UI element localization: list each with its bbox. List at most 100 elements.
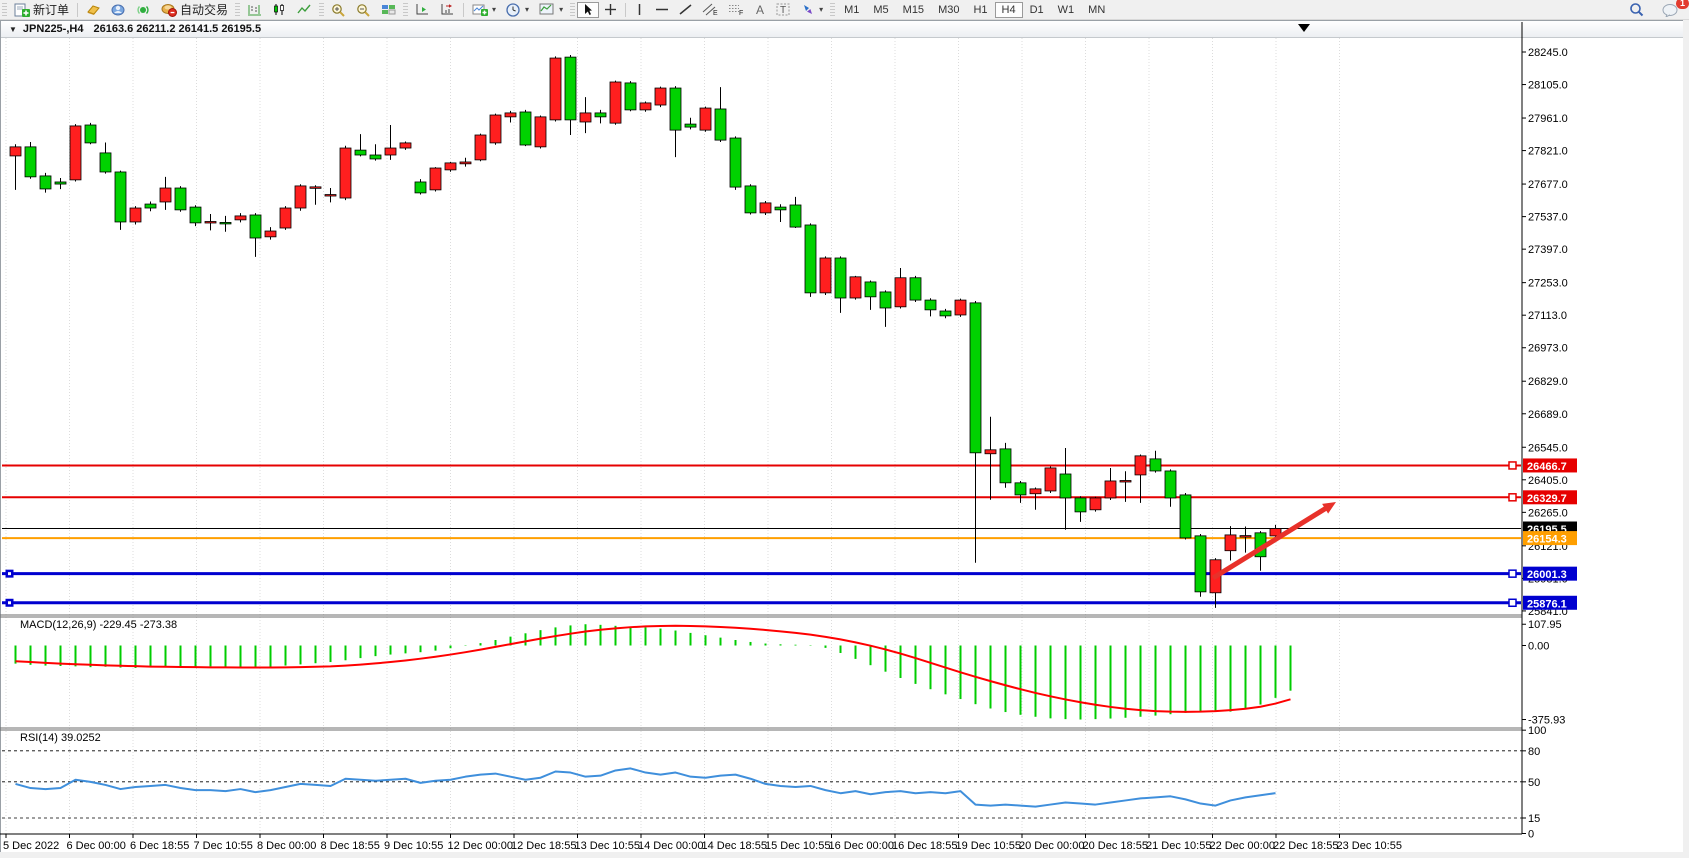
trendline-button[interactable] [674,2,697,18]
fibonacci-button[interactable]: F [723,2,749,18]
time-tick-label: 8 Dec 18:55 [321,840,380,852]
candlestick [24,141,37,179]
candlestick [189,205,202,227]
timeframe-button-m15[interactable]: M15 [896,2,931,18]
notification-badge: 1 [1675,0,1689,9]
vertical-line-icon [638,4,641,15]
mql-editor-icon [87,5,100,15]
candlestick [759,201,772,215]
navigator-button[interactable] [131,2,156,18]
price-tick-label: 26265.0 [1528,507,1568,519]
zoom-out-button[interactable] [351,2,376,18]
time-tick-label: 16 Dec 18:55 [892,840,957,852]
indicators-button[interactable]: ▾ [467,2,501,18]
line-handle[interactable] [1508,461,1517,470]
trend-arrow-object[interactable] [1211,505,1329,581]
bar-chart-button[interactable] [242,2,267,18]
rsi-axis-label: 80 [1528,746,1540,758]
chart-shift-icon [441,4,454,15]
timeframe-button-m5[interactable]: M5 [866,2,895,18]
line-chart-button[interactable] [292,2,317,18]
candlestick [234,213,247,223]
chart-titlebar[interactable]: ▼ JPN225-,H4 26163.6 26211.2 26141.5 261… [1,21,1686,38]
candlestick [609,80,622,125]
timeframe-button-h4[interactable]: H4 [994,1,1023,18]
candlestick-chart-button[interactable] [267,2,292,18]
channel-button[interactable]: E [697,2,723,18]
text-button[interactable]: A [749,2,771,18]
time-tick-label: 7 Dec 10:55 [194,840,253,852]
candlestick [864,280,877,310]
time-tick-label: 20 Dec 18:55 [1083,840,1148,852]
rsi-axis-label: 0 [1528,829,1534,841]
trendline-icon [679,4,692,15]
price-tick-label: 27253.0 [1528,278,1568,290]
toolbar-grip[interactable] [319,2,325,17]
candlestick [1209,558,1222,608]
periods-button[interactable]: ▾ [501,2,534,18]
zoom-in-button[interactable] [326,2,351,18]
svg-text:A: A [756,3,764,16]
cursor-button[interactable] [577,1,600,18]
time-tick-label: 8 Dec 00:00 [257,840,316,852]
timeframe-button-m30[interactable]: M30 [931,2,966,18]
notifications-button[interactable]: 1 [1657,0,1689,18]
line-handle[interactable] [1508,493,1517,502]
search-button[interactable] [1624,2,1649,18]
line-handle[interactable] [1508,569,1517,578]
line-price-label: 26001.3 [1527,569,1567,581]
candlestick [1089,496,1102,512]
timeframe-button-w1[interactable]: W1 [1051,2,1082,18]
chart-window [0,20,1687,853]
price-tick-label: 27961.0 [1528,113,1568,125]
auto-scroll-button[interactable] [410,2,435,18]
tile-windows-button[interactable] [376,2,401,18]
market-watch-button[interactable] [106,2,131,18]
candlestick [69,124,82,182]
chart-shift-button[interactable] [435,2,460,18]
candlestick [879,290,892,327]
timeframe-button-d1[interactable]: D1 [1023,2,1051,18]
candlestick [534,115,547,149]
collapse-icon[interactable]: ▼ [9,24,17,34]
line-price-label: 26329.7 [1527,493,1567,505]
toolbar-grip[interactable] [830,2,836,17]
crosshair-button[interactable] [599,2,622,18]
line-handle[interactable] [1508,598,1517,608]
candlestick [294,184,307,211]
text-label-button[interactable]: T [771,2,796,18]
new-order-label: 新订单 [33,3,70,17]
time-tick-label: 9 Dec 10:55 [384,840,443,852]
window-right-edge [1683,20,1689,853]
toolbar-grip[interactable] [403,2,409,17]
price-tick-label: 28245.0 [1528,47,1568,59]
candlestick [804,223,817,297]
arrows-icon [804,5,813,14]
autotrading-button[interactable]: 自动交易 [156,2,233,18]
arrows-button[interactable]: ▾ [796,2,828,18]
svg-text:F: F [739,10,743,16]
clock-icon [506,2,520,17]
candlestick [1239,526,1252,553]
toolbar-grip[interactable] [235,2,241,17]
timeframe-button-m1[interactable]: M1 [837,2,866,18]
toolbar-separator [463,2,465,17]
toolbar-grip[interactable] [2,2,7,17]
candlestick [909,275,922,302]
new-order-button[interactable]: 新订单 [9,2,74,18]
horizontal-line-button[interactable] [650,2,674,18]
price-tick-label: 26545.0 [1528,442,1568,454]
chart-shift-marker[interactable] [1298,24,1310,32]
candlestick [324,188,337,203]
candlestick [54,178,67,190]
svg-text:E: E [713,10,718,16]
mql-editor-button[interactable] [81,2,106,18]
toolbar-grip[interactable] [570,2,576,17]
vertical-line-button[interactable] [629,2,650,18]
chart-symbol-title: JPN225-,H4 [22,23,84,35]
candlestick [1014,480,1027,503]
timeframe-button-h1[interactable]: H1 [966,2,994,18]
timeframe-button-mn[interactable]: MN [1081,2,1112,18]
templates-button[interactable]: ▾ [534,2,568,18]
